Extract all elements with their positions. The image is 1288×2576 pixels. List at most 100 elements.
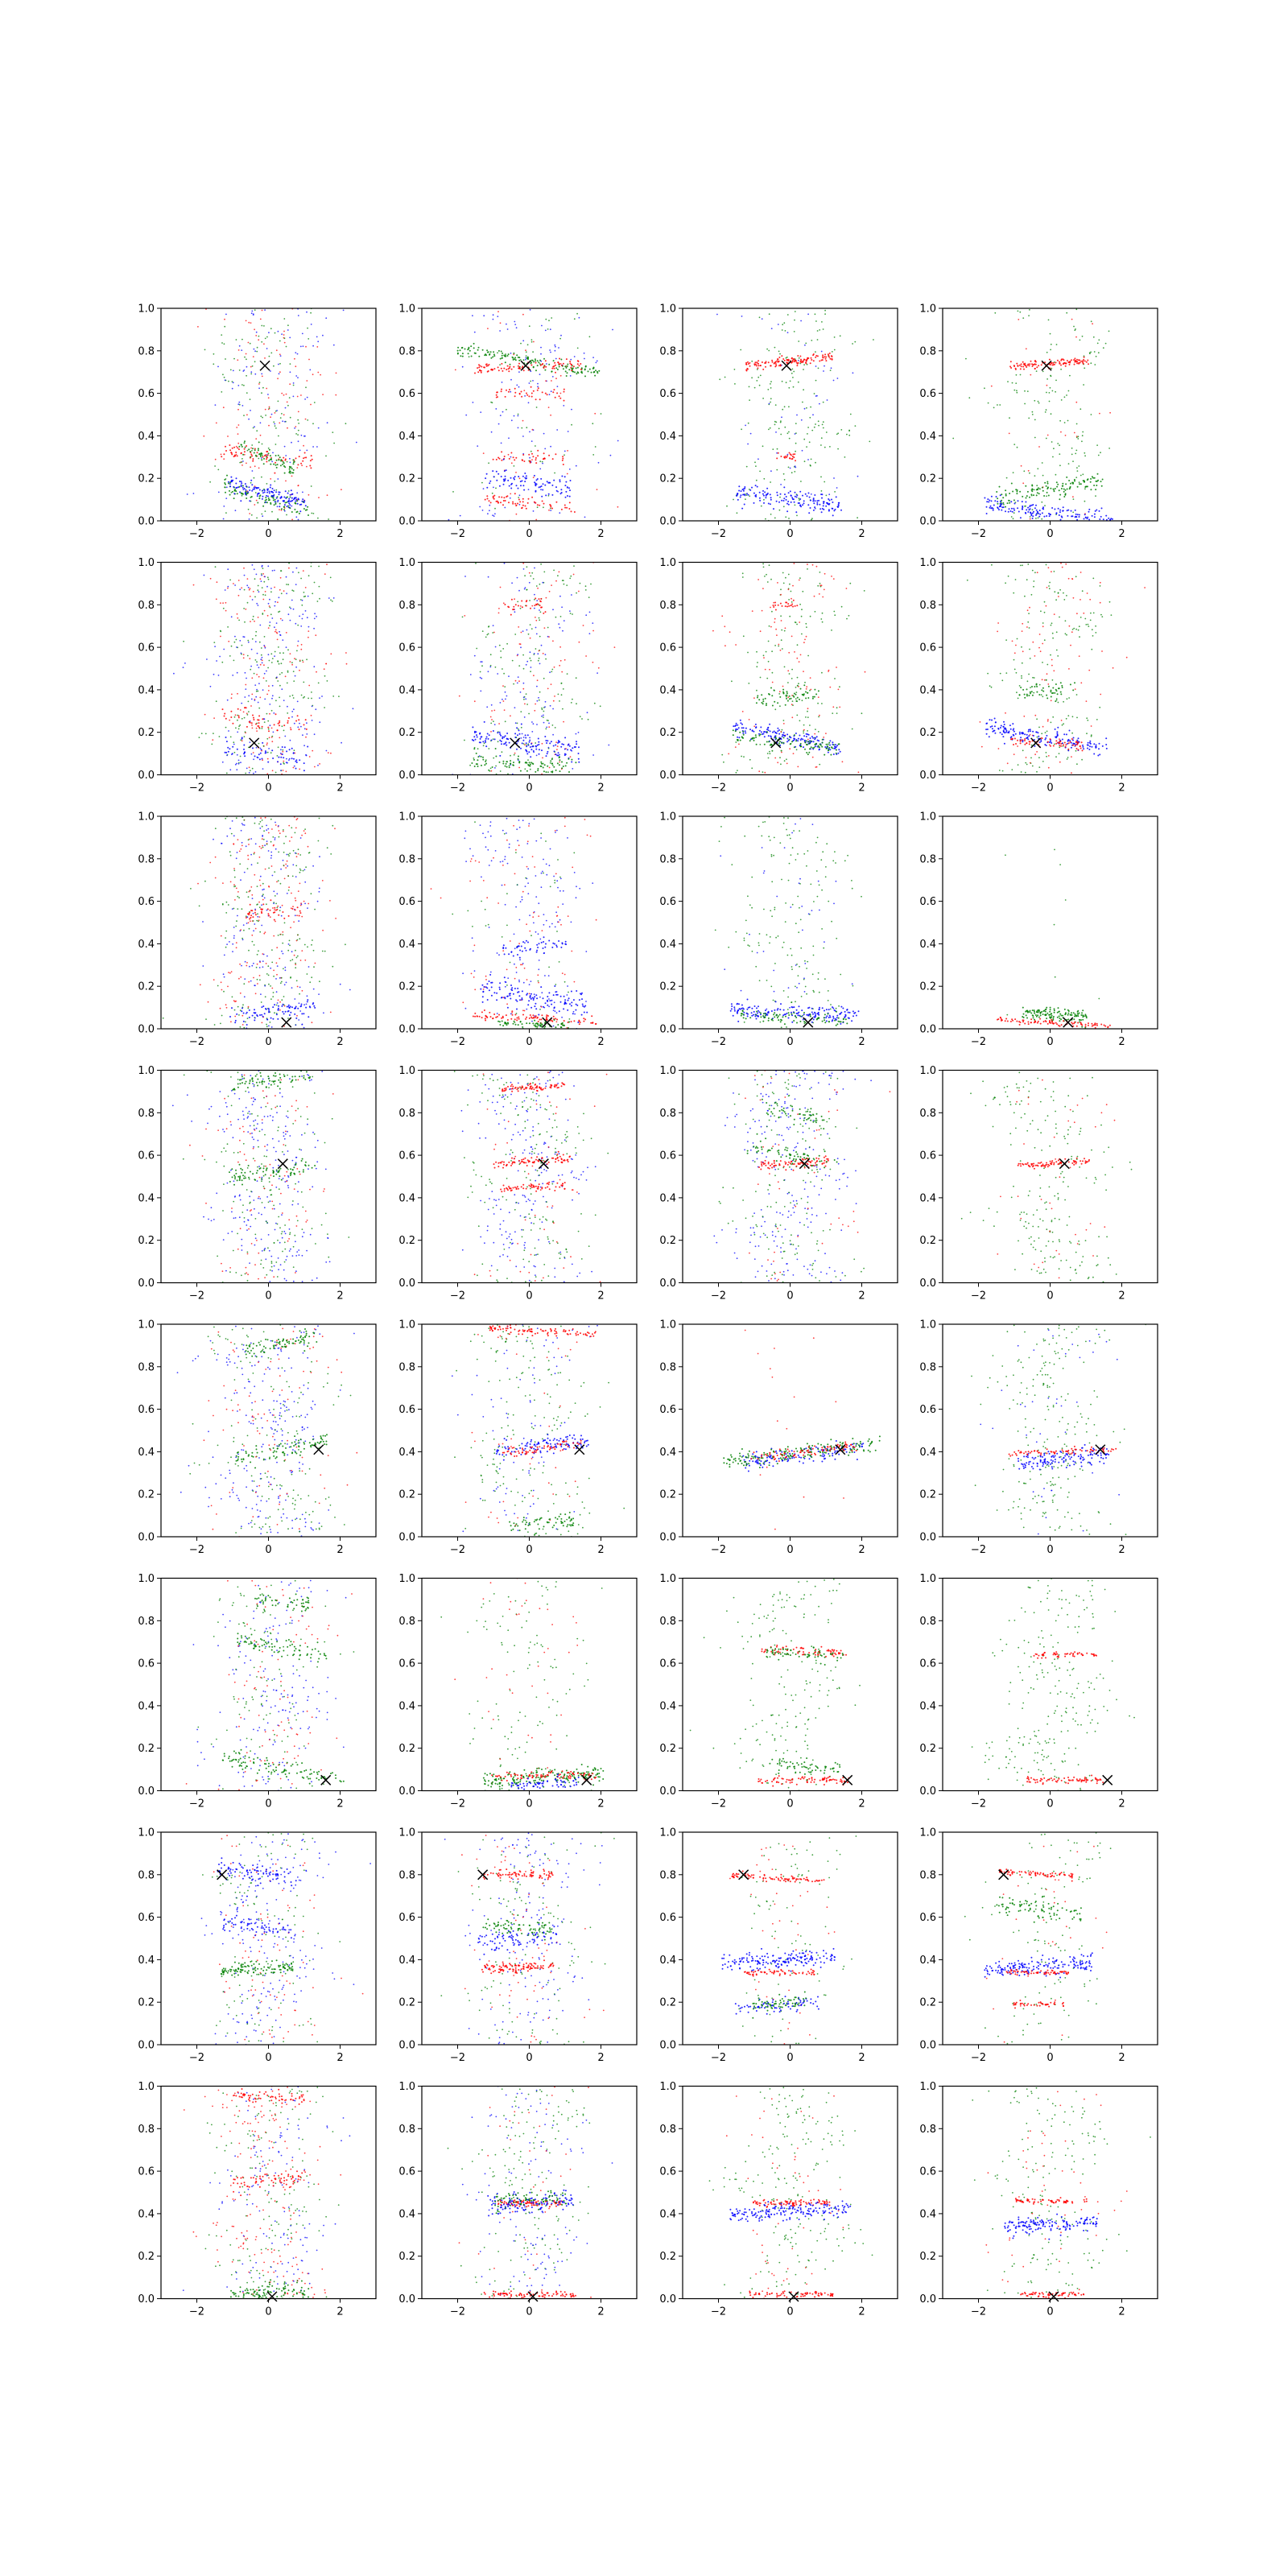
- scatter-point: [509, 363, 511, 365]
- scatter-point: [494, 513, 496, 515]
- scatter-point: [1029, 472, 1030, 474]
- scatter-point: [1088, 625, 1090, 627]
- scatter-point: [1096, 719, 1098, 720]
- scatter-point: [1062, 363, 1064, 365]
- scatter-point: [1051, 658, 1053, 661]
- scatter-point: [308, 514, 309, 516]
- scatter-point: [473, 758, 475, 761]
- scatter-point: [502, 737, 504, 740]
- scatter-point: [811, 736, 813, 737]
- scatter-point: [308, 493, 310, 496]
- scatter-point: [258, 726, 260, 729]
- scatter-point: [518, 729, 520, 732]
- scatter-point: [297, 624, 299, 626]
- scatter-point: [789, 467, 791, 469]
- scatter-point: [467, 349, 469, 351]
- scatter-point: [765, 650, 767, 653]
- scatter-point: [1025, 497, 1027, 499]
- scatter-point: [310, 324, 312, 325]
- scatter-point: [1022, 508, 1023, 510]
- scatter-point: [563, 743, 565, 745]
- scatter-point: [1065, 717, 1067, 720]
- scatter-point: [484, 498, 486, 501]
- scatter-point: [542, 363, 544, 365]
- scatter-point: [1064, 435, 1067, 436]
- scatter-point: [274, 332, 276, 334]
- scatter-point: [1048, 588, 1051, 590]
- scatter-point: [1090, 489, 1092, 491]
- subplot-r1-c4: 0.00.20.40.60.81.0−2 0 2: [919, 303, 1158, 540]
- scatter-point: [480, 369, 482, 372]
- scatter-point: [546, 394, 548, 396]
- scatter-point: [736, 739, 738, 741]
- scatter-point: [522, 667, 525, 670]
- scatter-point: [240, 481, 242, 483]
- scatter-point: [779, 496, 781, 498]
- scatter-point: [310, 467, 312, 469]
- scatter-point: [534, 481, 536, 484]
- scatter-point: [802, 361, 804, 363]
- scatter-point: [498, 723, 500, 724]
- scatter-point: [777, 604, 779, 606]
- scatter-point: [279, 588, 281, 591]
- scatter-point: [1027, 621, 1030, 623]
- scatter-point: [283, 757, 285, 759]
- scatter-point: [497, 473, 500, 475]
- scatter-point: [829, 446, 831, 448]
- scatter-point: [558, 623, 560, 625]
- scatter-point: [1009, 502, 1011, 504]
- scatter-point: [1102, 518, 1104, 521]
- scatter-point: [873, 339, 874, 341]
- scatter-point: [236, 762, 237, 765]
- scatter-point: [531, 359, 534, 361]
- scatter-point: [1056, 733, 1059, 735]
- scatter-point: [292, 697, 295, 699]
- scatter-point: [258, 382, 261, 383]
- scatter-point: [1088, 518, 1091, 521]
- scatter-point: [487, 671, 489, 673]
- scatter-point: [804, 493, 807, 495]
- scatter-point: [529, 460, 531, 463]
- scatter-point: [240, 762, 242, 764]
- scatter-point: [250, 665, 252, 667]
- scatter-point: [1063, 396, 1066, 398]
- scatter-point: [255, 438, 258, 440]
- scatter-point: [478, 364, 480, 366]
- scatter-point: [532, 763, 535, 765]
- scatter-point: [229, 655, 231, 657]
- scatter-point: [1030, 687, 1031, 688]
- scatter-point: [831, 358, 833, 361]
- scatter-point: [817, 690, 819, 692]
- scatter-point: [291, 662, 293, 663]
- scatter-point: [249, 489, 251, 491]
- scatter-point: [305, 345, 307, 348]
- scatter-point: [262, 613, 264, 614]
- scatter-point: [505, 353, 506, 355]
- scatter-point: [1060, 515, 1063, 518]
- scatter-point: [283, 510, 286, 512]
- scatter-point: [288, 468, 291, 470]
- scatter-point: [513, 762, 514, 764]
- scatter-point: [475, 752, 477, 754]
- scatter-point: [572, 613, 573, 615]
- scatter-point: [1026, 495, 1028, 497]
- scatter-point: [788, 386, 791, 389]
- scatter-point: [221, 761, 224, 763]
- scatter-point: [308, 338, 310, 340]
- scatter-point: [1033, 494, 1034, 497]
- scatter-point: [250, 373, 253, 375]
- scatter-point: [250, 514, 253, 516]
- scatter-point: [250, 479, 253, 481]
- scatter-point: [766, 703, 767, 705]
- scatter-point: [984, 387, 985, 390]
- scatter-point: [296, 492, 299, 494]
- scatter-point: [567, 749, 569, 751]
- scatter-point: [288, 497, 291, 500]
- scatter-point: [786, 697, 788, 700]
- scatter-point: [221, 708, 224, 711]
- scatter-point: [269, 486, 271, 489]
- scatter-point: [297, 377, 299, 378]
- scatter-point: [275, 629, 277, 631]
- scatter-point: [297, 411, 299, 413]
- scatter-point: [1067, 390, 1070, 392]
